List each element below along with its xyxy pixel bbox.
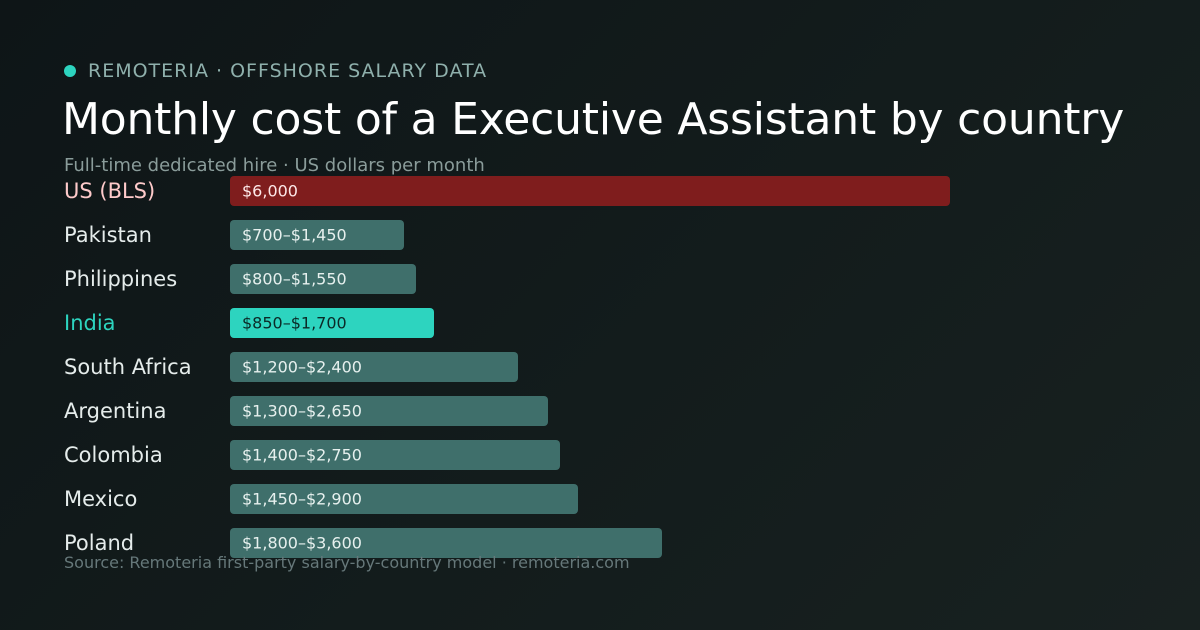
category-label: Argentina [64, 399, 166, 423]
category-label: US (BLS) [64, 179, 155, 203]
category-label: Mexico [64, 487, 137, 511]
source-note: Source: Remoteria first-party salary-by-… [64, 553, 630, 572]
bar [230, 528, 662, 558]
category-label: South Africa [64, 355, 192, 379]
category-label: India [64, 311, 116, 335]
chart-title: Monthly cost of a Executive Assistant by… [62, 94, 1125, 145]
bar [230, 308, 434, 338]
bar [230, 396, 548, 426]
bar [230, 352, 518, 382]
bar [230, 220, 404, 250]
bar [230, 176, 950, 206]
bar [230, 264, 416, 294]
category-label: Colombia [64, 443, 163, 467]
chart-subtitle: Full-time dedicated hire · US dollars pe… [64, 155, 485, 176]
bar-value-label: $1,450–$2,900 [242, 490, 362, 509]
category-label: Philippines [64, 267, 177, 291]
bar-value-label: $1,800–$3,600 [242, 534, 362, 553]
bar [230, 484, 578, 514]
bar-value-label: $6,000 [242, 182, 298, 201]
brand-dot-icon [64, 65, 76, 77]
category-label: Poland [64, 531, 134, 555]
bar-value-label: $700–$1,450 [242, 226, 347, 245]
bar-value-label: $800–$1,550 [242, 270, 347, 289]
brand-header: REMOTERIA · OFFSHORE SALARY DATA [64, 60, 487, 82]
bar-value-label: $1,300–$2,650 [242, 402, 362, 421]
bar-value-label: $1,400–$2,750 [242, 446, 362, 465]
brand-label: REMOTERIA · OFFSHORE SALARY DATA [88, 60, 488, 82]
bar-value-label: $1,200–$2,400 [242, 358, 362, 377]
bar-value-label: $850–$1,700 [242, 314, 347, 333]
bar [230, 440, 560, 470]
category-label: Pakistan [64, 223, 152, 247]
